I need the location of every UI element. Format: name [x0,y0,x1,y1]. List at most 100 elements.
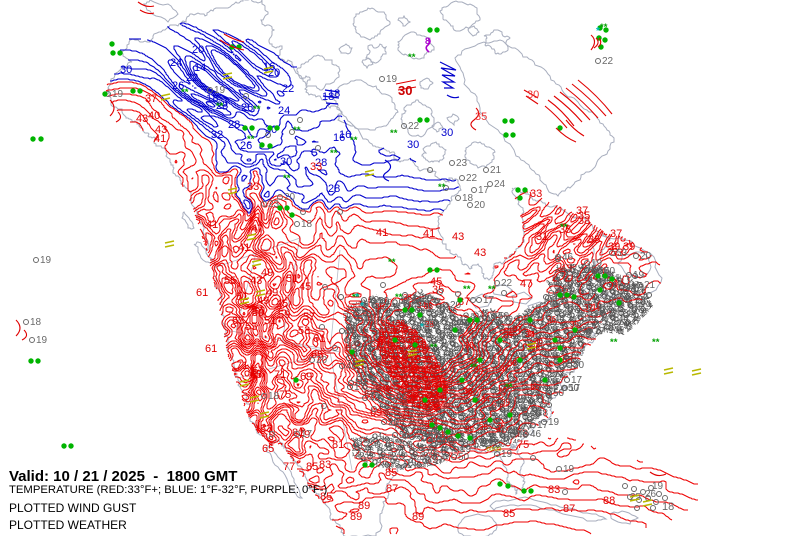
svg-text:30: 30 [407,139,419,151]
svg-text:**: ** [330,148,338,159]
svg-text:45: 45 [430,276,442,288]
svg-text:53: 53 [616,248,628,259]
svg-text:19: 19 [619,295,631,306]
svg-text:PLOTTED WEATHER: PLOTTED WEATHER [9,518,127,532]
svg-text:17: 17 [594,326,606,337]
svg-text:87: 87 [563,503,575,515]
svg-text:20: 20 [388,417,400,428]
svg-text:89: 89 [358,500,370,512]
svg-text:17: 17 [478,185,490,196]
svg-text:39: 39 [608,241,620,253]
svg-text:39: 39 [432,361,441,370]
svg-text:35: 35 [375,302,384,311]
svg-text:TEMPERATURE (RED:33°F+; BLUE:: TEMPERATURE (RED:33°F+; BLUE: 1°F-32°F, … [9,484,327,496]
svg-text:35: 35 [588,234,600,246]
svg-text:37: 37 [584,303,593,312]
svg-text:89: 89 [412,511,424,523]
svg-text:17: 17 [571,375,583,386]
svg-text:19: 19 [368,295,380,306]
svg-text:38: 38 [525,330,534,339]
svg-text:50: 50 [580,327,592,338]
svg-text:35: 35 [530,383,539,392]
svg-text:71: 71 [274,369,286,381]
svg-text:**: ** [560,222,568,233]
svg-text:34: 34 [415,341,424,350]
svg-text:75: 75 [517,439,529,451]
svg-text:59: 59 [252,307,264,319]
svg-text:18: 18 [30,317,42,328]
svg-text:PLOTTED WIND GUST: PLOTTED WIND GUST [9,501,137,515]
svg-text:**: ** [610,337,618,348]
svg-text:**: ** [430,342,438,353]
svg-text:33: 33 [247,181,259,193]
svg-text:17: 17 [537,420,549,431]
svg-text:**: ** [181,87,189,98]
svg-text:88: 88 [603,495,615,507]
svg-text:53: 53 [611,247,623,259]
svg-text:83: 83 [260,423,272,435]
svg-text:37: 37 [145,93,157,105]
svg-text:31: 31 [536,231,548,243]
svg-text:46: 46 [488,436,500,447]
svg-text:61: 61 [205,343,217,355]
svg-text:19: 19 [460,444,472,455]
svg-text:35: 35 [501,398,510,407]
svg-text:39: 39 [504,331,513,340]
svg-text:20: 20 [474,200,486,211]
svg-text:**: ** [408,52,416,63]
svg-text:46: 46 [346,361,358,372]
svg-text:26: 26 [241,102,253,114]
svg-text:19: 19 [652,481,664,492]
svg-text:85: 85 [503,508,515,520]
svg-text:19: 19 [591,258,603,269]
svg-text:8: 8 [425,36,430,46]
svg-text:85: 85 [306,461,318,473]
svg-text:46: 46 [517,430,529,441]
svg-text:18: 18 [322,91,334,103]
svg-text:19: 19 [36,335,48,346]
svg-text:20: 20 [268,67,280,79]
svg-text:37: 37 [500,364,509,373]
svg-text:**: ** [388,257,396,268]
svg-text:19: 19 [406,296,418,307]
svg-text:22: 22 [602,56,614,67]
svg-text:30: 30 [441,127,453,139]
svg-text:36: 36 [547,315,556,324]
svg-text:83: 83 [548,484,560,496]
svg-text:34: 34 [401,410,410,419]
svg-text:19: 19 [633,270,645,281]
svg-text:47: 47 [520,278,532,290]
svg-text:21: 21 [490,165,502,176]
svg-text:18: 18 [268,391,280,402]
svg-text:**: ** [390,128,398,139]
svg-text:43: 43 [474,247,486,259]
svg-text:19: 19 [548,417,560,428]
svg-text:17: 17 [301,429,313,440]
svg-text:83: 83 [319,459,331,471]
svg-text:28: 28 [228,119,240,131]
svg-text:37: 37 [513,325,522,334]
svg-text:37: 37 [371,340,380,349]
svg-text:50: 50 [598,266,610,277]
svg-text:50: 50 [568,383,580,394]
svg-text:46: 46 [396,392,408,403]
svg-text:51: 51 [286,273,298,285]
svg-text:19: 19 [112,89,124,100]
svg-text:51: 51 [264,315,276,327]
svg-text:34: 34 [526,330,535,339]
svg-text:41: 41 [376,227,388,239]
svg-text:48: 48 [369,393,381,404]
svg-text:50: 50 [438,435,450,446]
svg-text:33: 33 [530,188,542,200]
svg-text:**: ** [488,284,496,295]
svg-text:67: 67 [252,365,264,377]
svg-text:48: 48 [485,314,497,325]
svg-text:41: 41 [423,228,435,240]
svg-text:34: 34 [429,418,438,427]
svg-text:19: 19 [625,286,637,297]
svg-text:17: 17 [362,339,374,350]
svg-text:50: 50 [573,360,585,371]
svg-text:35: 35 [465,341,474,350]
svg-text:24: 24 [278,105,290,117]
svg-text:28: 28 [315,157,327,169]
